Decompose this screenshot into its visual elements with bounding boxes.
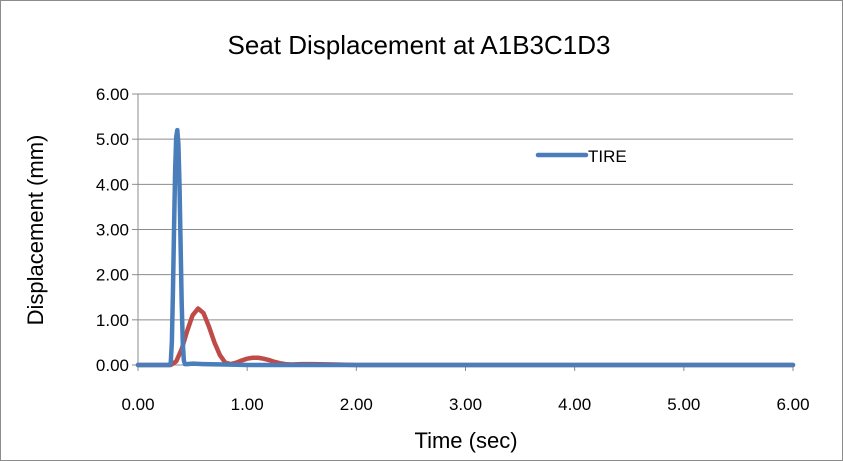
axes xyxy=(132,93,794,371)
x-tick-label-1: 1.00 xyxy=(231,395,264,414)
x-tick-label-5: 5.00 xyxy=(667,395,700,414)
series-lines xyxy=(135,127,796,368)
x-tick-label-6: 6.00 xyxy=(776,395,809,414)
y-tick-label-4: 4.00 xyxy=(96,175,129,194)
x-tick-label-3: 3.00 xyxy=(449,395,482,414)
gridlines xyxy=(138,93,793,321)
y-tick-label-1: 1.00 xyxy=(96,311,129,330)
chart-title: Seat Displacement at A1B3C1D3 xyxy=(228,30,611,60)
series-line-series-2 xyxy=(135,306,796,368)
y-tick-label-0: 0.00 xyxy=(96,356,129,375)
y-tick-label-2: 2.00 xyxy=(96,266,129,285)
legend-label-tire: TIRE xyxy=(588,147,627,166)
series-line-tire xyxy=(135,127,796,368)
y-tick-label-6: 6.00 xyxy=(96,85,129,104)
y-tick-label-3: 3.00 xyxy=(96,221,129,240)
x-tick-label-2: 2.00 xyxy=(340,395,373,414)
legend: TIRE xyxy=(535,147,627,166)
x-axis-title: Time (sec) xyxy=(414,428,517,453)
x-tick-label-4: 4.00 xyxy=(558,395,591,414)
y-tick-label-5: 5.00 xyxy=(96,130,129,149)
y-axis-title: Displacement (mm) xyxy=(23,135,48,326)
x-tick-label-0: 0.00 xyxy=(121,395,154,414)
axis-labels: 0.00 1.00 2.00 3.00 4.00 5.00 6.00 0.00 1.00 2.00… xyxy=(96,85,810,414)
